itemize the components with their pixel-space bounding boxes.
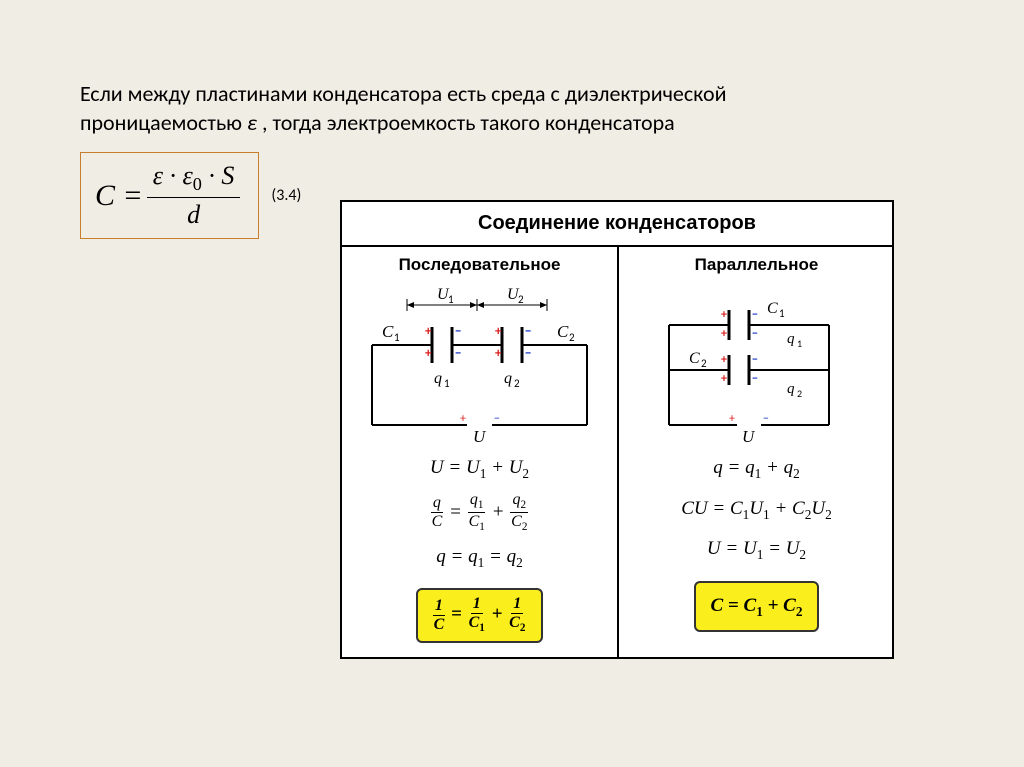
svg-text:C: C xyxy=(382,322,394,341)
parallel-circuit: + + − − + + − − + − C1 C2 q1 q2 U xyxy=(629,285,884,445)
svg-text:−: − xyxy=(752,327,758,341)
svg-text:+: + xyxy=(721,308,727,322)
svg-text:2: 2 xyxy=(518,293,524,306)
svg-text:2: 2 xyxy=(701,357,707,370)
diagram-container: Соединение конденсаторов Последовательно… xyxy=(340,200,894,659)
svg-text:2: 2 xyxy=(514,377,520,390)
series-column: Последовательное xyxy=(342,247,619,657)
series-title: Последовательное xyxy=(352,255,607,275)
parallel-f1: q = q1 + q2 xyxy=(629,451,884,486)
formula-fraction: ε · ε0 · S d xyxy=(147,161,241,230)
parallel-formulas: q = q1 + q2 CU = C1U1 + C2U2 U = U1 = U2… xyxy=(629,451,884,632)
svg-text:−: − xyxy=(525,346,531,361)
svg-text:−: − xyxy=(455,324,461,339)
svg-text:−: − xyxy=(752,372,758,386)
svg-text:1: 1 xyxy=(797,337,802,350)
svg-text:1: 1 xyxy=(448,293,454,306)
equation-number: (3.4) xyxy=(271,186,301,205)
svg-text:C: C xyxy=(557,322,569,341)
svg-text:U: U xyxy=(473,427,487,445)
svg-text:C: C xyxy=(767,300,778,317)
main-formula-box: C = ε · ε0 · S d xyxy=(80,152,259,239)
series-formulas: U = U1 + U2 qC = q1C1 + q2C2 q = q1 = q2… xyxy=(352,451,607,643)
epsilon-symbol: ε xyxy=(247,109,257,136)
svg-text:−: − xyxy=(752,353,758,367)
svg-text:+: + xyxy=(425,346,432,361)
svg-text:C: C xyxy=(689,350,700,367)
parallel-result: C = C1 + C2 xyxy=(694,581,818,632)
svg-text:−: − xyxy=(752,308,758,322)
diagram-title: Соединение конденсаторов xyxy=(342,202,892,245)
svg-text:−: − xyxy=(525,324,531,339)
svg-text:q: q xyxy=(787,381,795,397)
intro-line1: Если между пластинами конденсатора есть … xyxy=(80,80,727,107)
svg-text:−: − xyxy=(763,412,769,426)
svg-text:1: 1 xyxy=(444,377,450,390)
svg-text:2: 2 xyxy=(569,331,575,344)
svg-text:+: + xyxy=(721,353,727,367)
parallel-column: Параллельное xyxy=(619,247,894,657)
intro-text: Если между пластинами конденсатора есть … xyxy=(80,80,944,137)
svg-text:−: − xyxy=(455,346,461,361)
svg-text:q: q xyxy=(504,370,512,387)
svg-text:1: 1 xyxy=(779,307,785,320)
svg-text:+: + xyxy=(425,324,432,339)
formula-den: d xyxy=(181,198,206,230)
svg-text:U: U xyxy=(742,427,756,445)
series-f1: U = U1 + U2 xyxy=(352,451,607,486)
svg-text:2: 2 xyxy=(797,387,802,400)
svg-text:+: + xyxy=(460,412,466,426)
svg-text:q: q xyxy=(787,331,795,347)
parallel-f3: U = U1 = U2 xyxy=(629,532,884,567)
series-f2: qC = q1C1 + q2C2 xyxy=(352,492,607,534)
svg-text:+: + xyxy=(495,324,502,339)
svg-text:+: + xyxy=(721,327,727,341)
series-f3: q = q1 = q2 xyxy=(352,540,607,575)
parallel-f2: CU = C1U1 + C2U2 xyxy=(629,492,884,527)
svg-text:1: 1 xyxy=(394,331,400,344)
svg-text:+: + xyxy=(721,372,727,386)
formula-lhs: C = xyxy=(95,179,143,213)
series-circuit: + + − − + + − − xyxy=(352,285,607,445)
parallel-title: Параллельное xyxy=(629,255,884,275)
svg-text:+: + xyxy=(729,412,735,426)
svg-text:−: − xyxy=(494,412,500,426)
series-result: 1C = 1C1 + 1C2 xyxy=(416,588,544,642)
formula-num: ε · ε0 · S xyxy=(147,161,241,198)
svg-text:q: q xyxy=(434,370,442,387)
intro-line2b: , тогда электроемкость такого конденсато… xyxy=(257,109,675,136)
svg-text:+: + xyxy=(495,346,502,361)
intro-line2a: проницаемостью xyxy=(80,109,247,136)
